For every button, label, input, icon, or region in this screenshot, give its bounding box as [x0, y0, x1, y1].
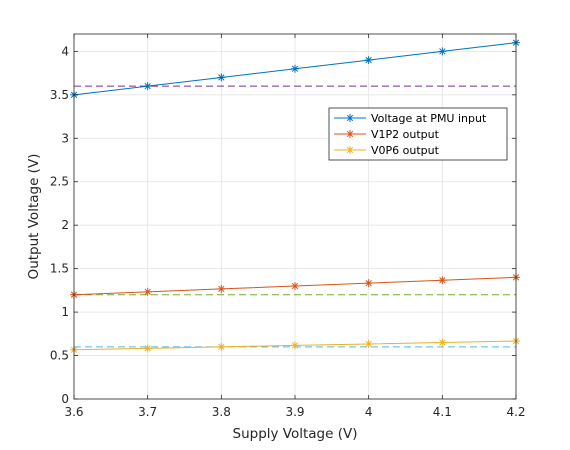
y-tick-label: 3.5 — [50, 88, 69, 102]
y-tick-label: 0.5 — [50, 349, 69, 363]
marker-stroke — [439, 339, 446, 346]
marker-stroke — [346, 130, 354, 138]
x-tick-label: 4 — [365, 405, 373, 419]
data-point — [217, 284, 226, 293]
data-point — [217, 73, 226, 82]
marker-stroke — [291, 282, 299, 290]
y-tick-label: 1.5 — [50, 262, 69, 276]
marker-stroke — [218, 343, 225, 351]
x-tick-label: 3.7 — [138, 405, 157, 419]
marker-stroke — [144, 82, 151, 90]
legend-marker — [346, 114, 354, 122]
marker-stroke — [439, 48, 446, 55]
y-tick-label: 0 — [61, 392, 69, 406]
y-axis-title: Output Voltage (V) — [26, 154, 42, 280]
data-point — [291, 64, 299, 73]
legend-label: Voltage at PMU input — [371, 112, 487, 125]
legend-item-1: Voltage at PMU input — [334, 112, 487, 125]
marker-stroke — [218, 74, 225, 81]
marker-stroke — [365, 280, 372, 287]
x-axis-title: Supply Voltage (V) — [233, 426, 358, 442]
y-tick-label: 2 — [61, 218, 69, 232]
data-point — [217, 342, 226, 351]
series-2 — [70, 273, 520, 299]
x-tick-label: 3.8 — [212, 405, 231, 419]
legend-item-3: V0P6 output — [334, 144, 440, 157]
legend-label: V1P2 output — [371, 128, 440, 141]
x-tick-label: 3.9 — [285, 405, 304, 419]
marker-stroke — [144, 345, 151, 352]
marker-stroke — [439, 277, 446, 284]
y-tick-label: 2.5 — [50, 175, 69, 189]
data-point — [143, 287, 152, 296]
legend: Voltage at PMU input V1P2 output V0P6 outp… — [328, 107, 508, 161]
y-tick-label: 3 — [61, 131, 69, 145]
marker-stroke — [144, 288, 151, 295]
x-tick-label: 4.2 — [506, 405, 525, 419]
marker-stroke — [346, 146, 354, 154]
data-point — [291, 341, 299, 350]
marker-stroke — [291, 65, 299, 72]
x-tick-label: 4.1 — [433, 405, 452, 419]
marker-stroke — [365, 56, 372, 64]
data-point — [438, 47, 447, 56]
legend-label: V0P6 output — [371, 144, 440, 157]
data-point — [291, 282, 299, 291]
marker-stroke — [365, 340, 372, 348]
data-point — [438, 338, 447, 347]
data-point — [143, 82, 152, 91]
data-point — [438, 276, 447, 285]
marker-stroke — [291, 342, 299, 349]
ticks: 3.6 3.7 3.8 3.9 4 4.1 4.2 0 0.5 1 1.5 2 2.5 3 3.5 4 — [50, 34, 526, 419]
legend-item-2: V1P2 output — [334, 128, 440, 141]
data-point — [364, 56, 373, 65]
y-tick-label: 4 — [61, 44, 69, 58]
data-point — [143, 344, 152, 353]
data-point — [364, 279, 373, 288]
legend-marker — [346, 130, 354, 138]
y-tick-label: 1 — [61, 305, 69, 319]
legend-marker — [346, 146, 354, 154]
x-tick-label: 3.6 — [64, 405, 83, 419]
marker-stroke — [346, 114, 354, 122]
series-group — [70, 38, 520, 354]
marker-stroke — [218, 285, 225, 293]
data-point — [364, 339, 373, 348]
